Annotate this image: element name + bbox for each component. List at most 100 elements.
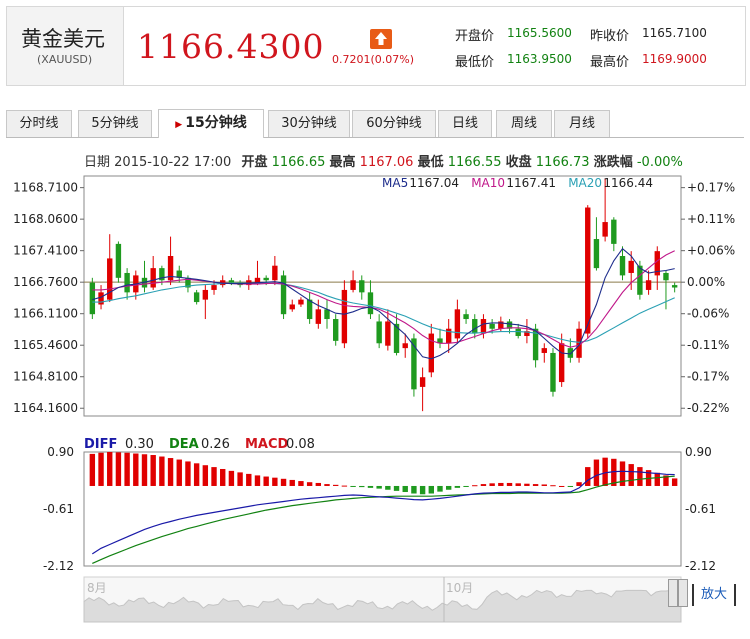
macd-bar xyxy=(254,475,261,486)
tab-5min[interactable]: 5分钟线 xyxy=(78,110,152,137)
high-label: 最高价 xyxy=(590,55,630,70)
tab-15min[interactable]: ▶ 15分钟线 xyxy=(158,109,264,138)
candle-body xyxy=(463,314,469,320)
candle-body xyxy=(541,348,547,353)
candle-body xyxy=(167,256,174,281)
candle-body xyxy=(298,299,304,305)
open-label: 开盘 xyxy=(241,155,268,170)
macd-bar xyxy=(193,463,200,486)
macd-bar xyxy=(663,475,669,486)
ma20-line xyxy=(92,282,675,343)
macd-bar xyxy=(611,458,617,486)
low-value: 1166.55 xyxy=(447,155,502,170)
candle-body xyxy=(289,304,295,310)
macd-bar xyxy=(619,461,626,486)
macd-legend-name: MACD xyxy=(245,437,289,452)
macd-bar xyxy=(272,477,278,486)
zoom-label: 放大 xyxy=(700,587,727,602)
macd-bar xyxy=(350,485,356,487)
macd-bar xyxy=(359,485,365,488)
ma10-line xyxy=(92,250,675,348)
y-tick-label-left: 1165.4600 xyxy=(13,338,78,352)
prev-close-value: 1165.7100 xyxy=(642,26,707,40)
candle-body xyxy=(333,319,339,341)
macd-bar xyxy=(306,482,313,486)
candle-body xyxy=(124,272,130,293)
macd-bar xyxy=(567,485,574,487)
macd-bar xyxy=(393,485,400,491)
zoom-button[interactable]: 放大 xyxy=(692,584,736,606)
y-tick-label-right: -0.22% xyxy=(687,401,729,415)
macd-bar xyxy=(280,478,287,486)
macd-bar xyxy=(671,478,678,486)
nav-right-handle[interactable] xyxy=(678,579,688,607)
candle-body xyxy=(611,219,617,244)
period-tabs: 分时线 5分钟线 ▶ 15分钟线 30分钟线 60分钟线 日线 周线 月线 xyxy=(6,109,744,138)
macd-bar xyxy=(558,485,565,487)
macd-bar xyxy=(263,476,269,486)
tab-time-share[interactable]: 分时线 xyxy=(6,110,72,137)
price-panel-frame xyxy=(83,175,682,417)
open-label: 开盘价 xyxy=(455,29,495,44)
tab-monthly[interactable]: 月线 xyxy=(554,110,610,137)
candle-body xyxy=(98,292,104,305)
macd-bar xyxy=(532,484,539,486)
candle-body xyxy=(515,328,521,336)
macd-bar xyxy=(628,464,634,486)
macd-bar xyxy=(167,458,174,486)
macd-bar xyxy=(98,452,104,486)
macd-tick-label-right: -0.61 xyxy=(685,502,716,516)
macd-bar xyxy=(428,485,434,494)
macd-panel-frame xyxy=(83,451,682,567)
ma-legend-name: MA10 xyxy=(471,176,505,190)
quote-header: 黄金美元 (XAUUSD) 1166.4300 0.7201(0.07%) 开盘… xyxy=(6,6,746,86)
y-tick-label-right: -0.17% xyxy=(687,370,729,384)
macd-bar xyxy=(246,473,252,486)
date-value: 2015-10-22 17:00 xyxy=(114,155,232,170)
candle-body xyxy=(228,280,235,283)
macd-tick-label-right: 0.90 xyxy=(685,445,712,459)
candle-body xyxy=(315,309,322,324)
candle-body xyxy=(602,222,608,237)
candle-body xyxy=(159,268,165,281)
macd-bar xyxy=(480,484,487,486)
high-value: 1167.06 xyxy=(359,155,414,170)
candle-body xyxy=(419,377,426,387)
nav-left-handle[interactable] xyxy=(668,579,678,607)
instrument-code: (XAUUSD) xyxy=(37,53,93,66)
open-value: 1165.5600 xyxy=(507,26,572,40)
candle-body xyxy=(558,343,565,383)
navigator-label: 10月 xyxy=(446,581,473,595)
y-tick-label-left: 1168.7100 xyxy=(13,181,78,195)
high-label: 最高 xyxy=(329,155,356,170)
y-tick-label-right: +0.11% xyxy=(687,212,735,226)
macd-bar xyxy=(159,456,165,486)
tab-weekly[interactable]: 周线 xyxy=(496,110,552,137)
tab-60min[interactable]: 60分钟线 xyxy=(352,110,436,137)
candle-body xyxy=(280,275,287,315)
candle-info: 日期 2015-10-22 17:00 开盘 1166.65 最高 1167.0… xyxy=(84,151,683,170)
diff-line xyxy=(91,470,675,555)
macd-tick-label-right: -2.12 xyxy=(685,559,716,573)
ma-legend-name: MA5 xyxy=(382,176,408,190)
y-tick-label-right: -0.11% xyxy=(687,338,729,352)
open-value: 1166.65 xyxy=(271,155,326,170)
tab-daily[interactable]: 日线 xyxy=(438,110,492,137)
ma-legend-value: 1167.41 xyxy=(506,176,556,190)
macd-bar xyxy=(541,484,547,486)
macd-bar xyxy=(402,485,408,493)
candle-body xyxy=(306,299,313,320)
macd-bar xyxy=(185,461,191,486)
candle-body xyxy=(367,292,374,315)
date-label: 日期 xyxy=(84,155,111,170)
candle-body xyxy=(150,268,156,288)
candle-body xyxy=(480,319,487,334)
macd-bar xyxy=(141,454,148,486)
tab-30min[interactable]: 30分钟线 xyxy=(268,110,350,137)
macd-bar xyxy=(576,482,582,486)
navigator-area xyxy=(83,589,682,623)
candle-body xyxy=(619,256,626,276)
candle-body xyxy=(133,275,139,293)
candle-body xyxy=(506,321,513,329)
